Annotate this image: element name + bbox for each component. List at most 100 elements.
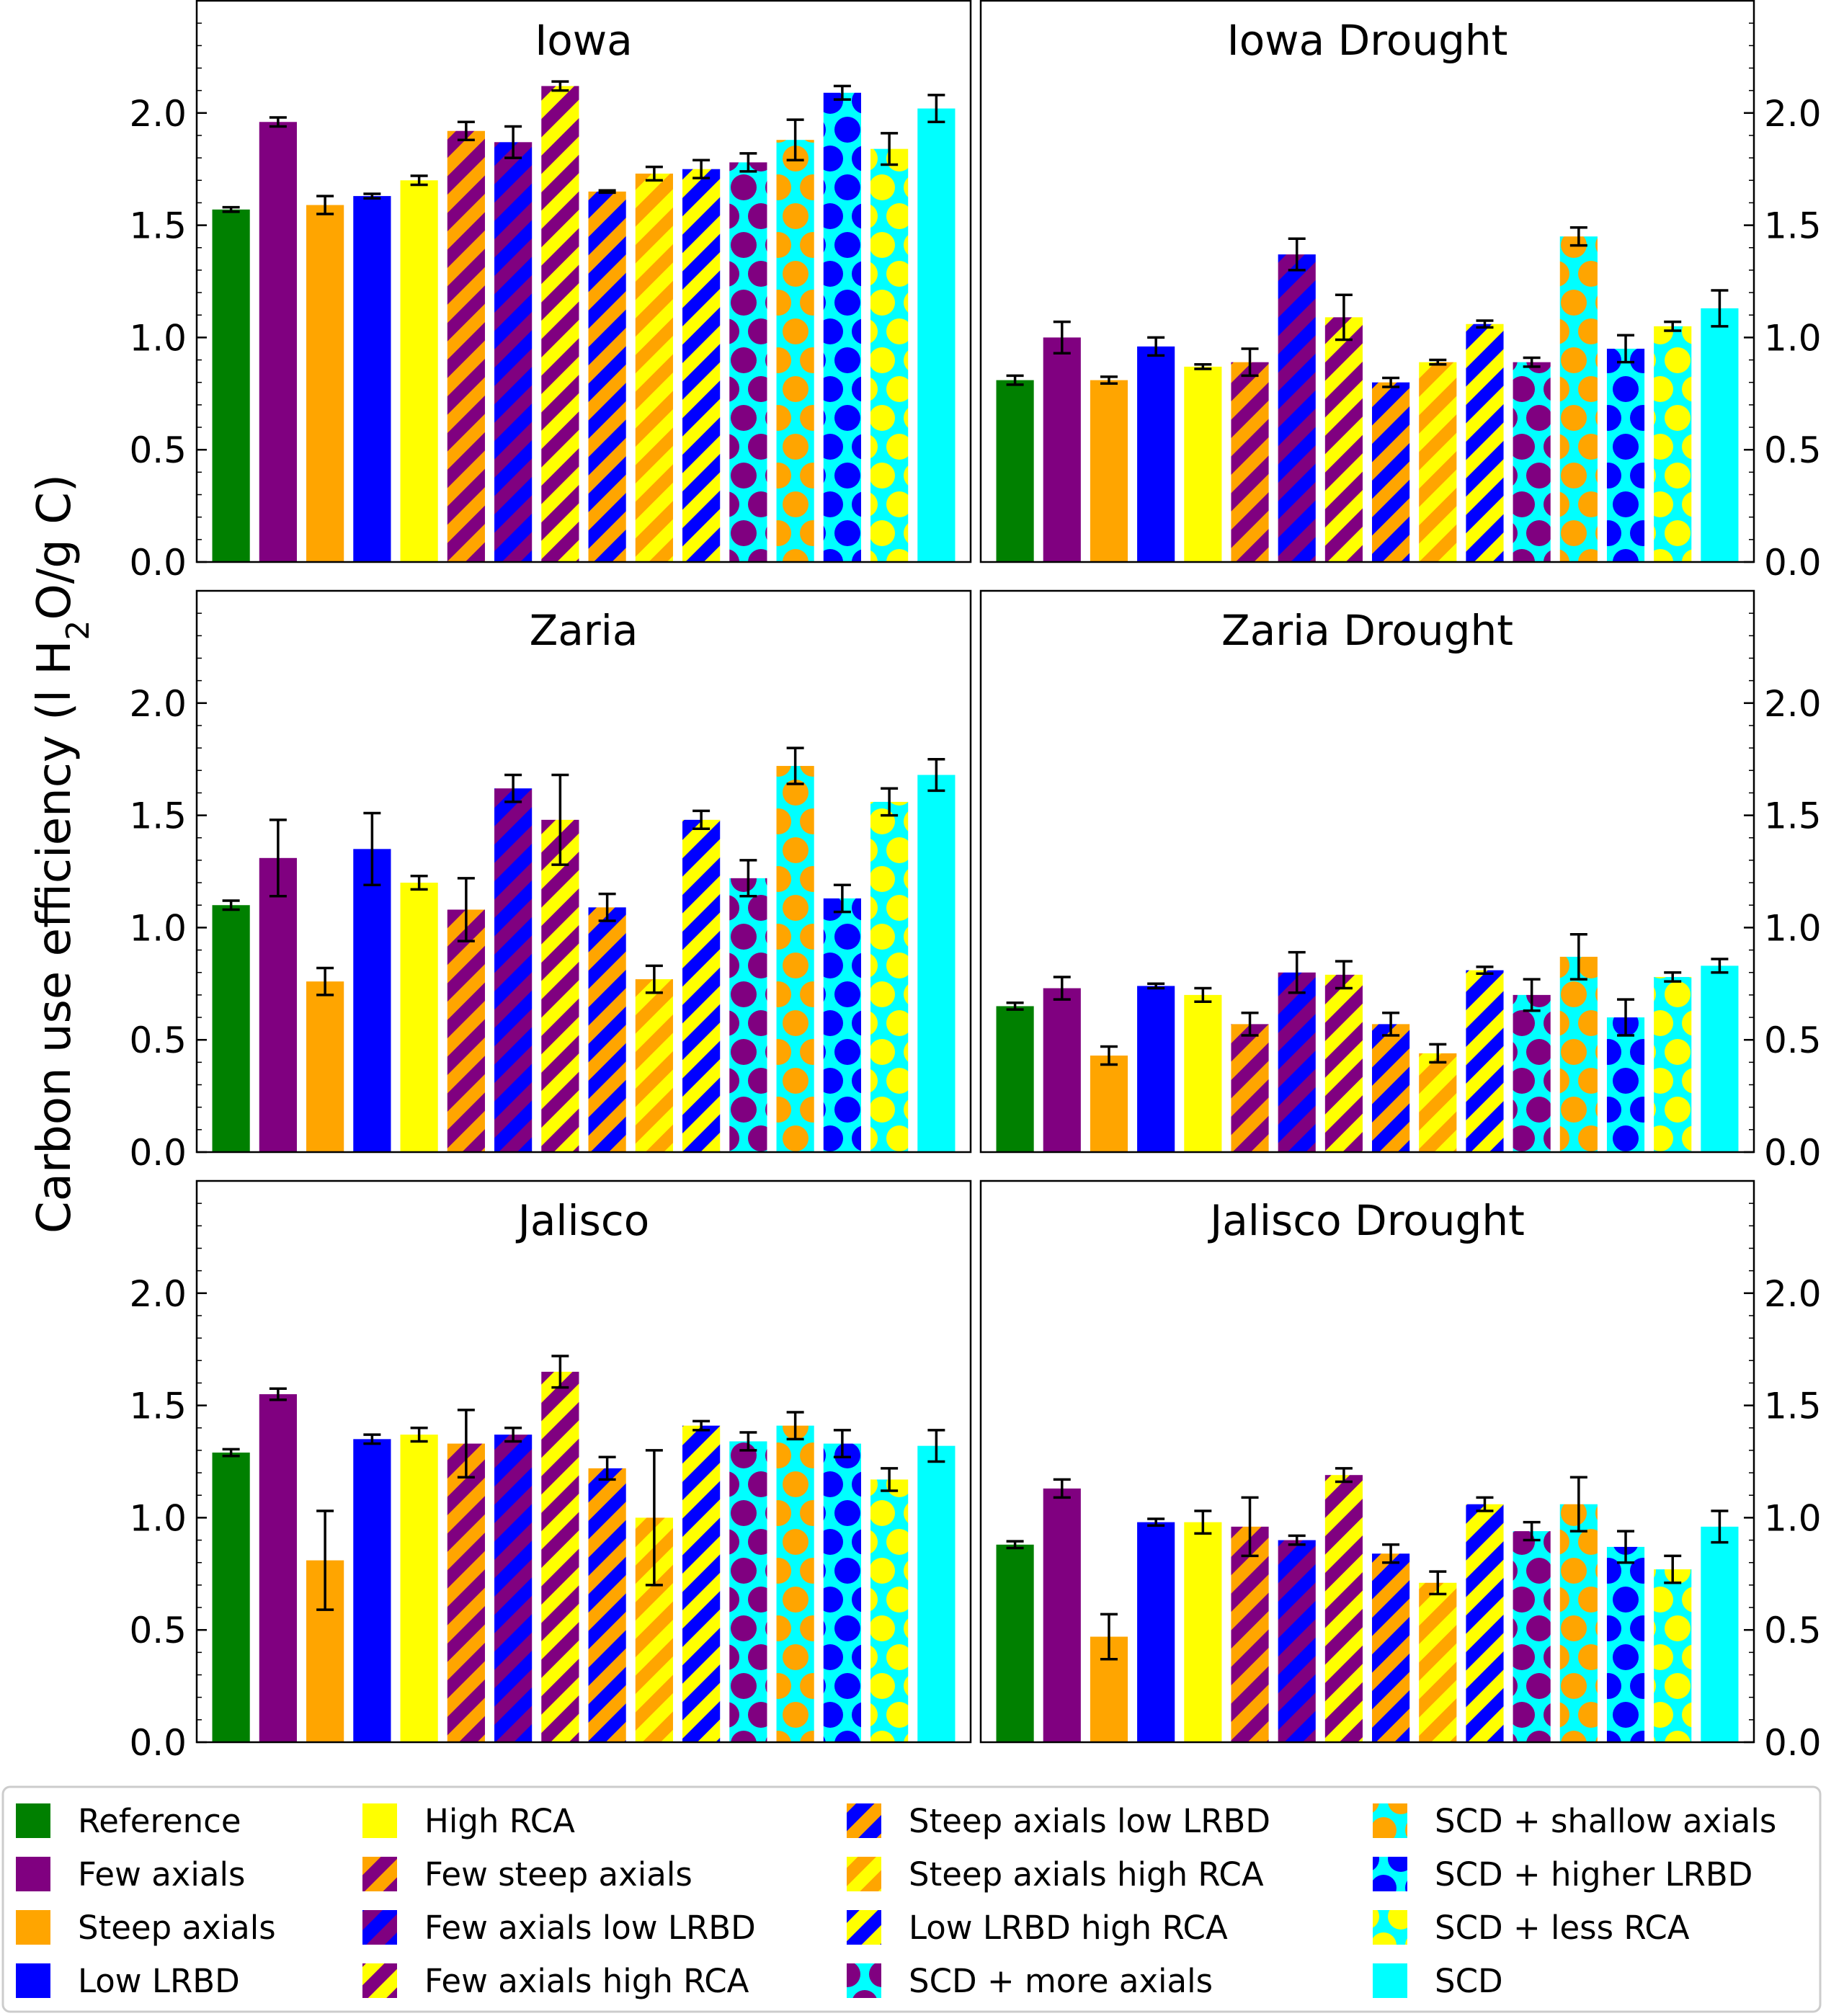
bar-steep-axials-low-lrbd [1372,1024,1410,1152]
bar-few-axials-low-lrbd [494,788,533,1152]
error-bar [1335,1467,1353,1484]
error-bar [269,1387,287,1401]
legend-swatch [16,1803,50,1838]
bar-steep-axials [306,981,344,1152]
bar-few-steep-axials [1231,1024,1269,1152]
y-tick-label: 1.5 [129,205,187,247]
legend-swatch [362,1857,397,1891]
legend-label: SCD + less RCA [1435,1909,1690,1947]
y-tick-label: 0.0 [1764,1132,1822,1174]
legend-item-few-steep-axials: Few steep axials [362,1855,692,1894]
bar-few-steep-axials [447,1443,485,1742]
error-bar [1241,1496,1259,1558]
legend-swatch [1373,1857,1407,1891]
panel-frame [195,1179,972,1744]
legend-swatch [16,1857,50,1891]
error-bar [598,189,616,195]
bar-low-lrbd [353,849,391,1152]
error-bar [1288,950,1306,994]
bar-scd-less-rca [870,1479,909,1742]
legend-label: SCD + more axials [909,1962,1213,2000]
y-tick-label: 1.0 [129,1497,187,1539]
legend-item-scd-higher-lrbd: SCD + higher LRBD [1373,1855,1752,1894]
error-bar [1711,958,1729,974]
error-bar [551,1355,569,1389]
bar-few-axials-high-rca [1324,974,1363,1152]
error-bar [786,746,804,785]
bar-low-lrbd [353,1439,391,1742]
y-tick-label: 0.5 [1764,1610,1822,1651]
bar-scd-shallow-axials [1559,236,1598,562]
panel-zaria: 0.0 0.5 1.0 1.5 2.0 Zaria [129,589,972,1174]
bar-scd-shallow-axials [1559,956,1598,1152]
bar-scd-shallow-axials [776,1425,814,1742]
error-bar [927,1429,945,1463]
error-bar [1147,982,1165,990]
bar-scd-higher-lrbd [1606,1546,1645,1742]
y-tick-label: 0.0 [1764,1722,1822,1764]
legend-label: SCD + higher LRBD [1435,1855,1752,1894]
bar-few-steep-axials [447,909,485,1152]
y-tick-label: 1.5 [129,1386,187,1427]
legend-label: Few axials low LRBD [424,1909,756,1947]
bar-high-rca [1184,366,1222,562]
error-bar [504,125,522,159]
error-bar [457,877,475,942]
error-bar [692,1419,711,1432]
y-tick-label: 1.5 [1764,205,1822,247]
panel-title: Zaria [530,606,638,655]
y-tick-label: 2.0 [129,683,187,725]
bar-steep-axials-low-lrbd [588,1468,626,1742]
bar-few-axials-low-lrbd [494,142,533,563]
legend-label: Steep axials [78,1909,276,1947]
legend-label: Few axials high RCA [424,1962,749,2000]
error-bar [316,195,334,215]
legend-swatch [362,1803,397,1838]
panel-title: Jalisco [516,1196,649,1245]
bar-few-axials-high-rca [541,1371,579,1742]
legend-item-reference: Reference [16,1802,241,1840]
bar-few-axials-high-rca [1324,317,1363,562]
bar-scd-higher-lrbd [823,1443,861,1742]
error-bar [551,773,569,866]
bar-reference [996,1544,1034,1742]
bar-steep-axials [306,205,344,562]
error-bar [1053,1478,1071,1499]
error-bar [1617,334,1635,364]
legend-item-steep-axials-high-rca: Steep axials high RCA [847,1855,1264,1894]
error-bar [1664,971,1682,983]
bar-steep-axials-low-lrbd [1372,1553,1410,1742]
error-bar [739,1431,757,1452]
legend-swatch [847,1857,881,1891]
bar-scd-more-axials [1513,1531,1551,1742]
error-bar [222,899,240,911]
legend-swatch [362,1910,397,1945]
legend-swatch [1373,1910,1407,1945]
error-bar [645,1449,663,1587]
error-bar [1617,998,1635,1037]
bar-few-steep-axials [1231,362,1269,562]
error-bar [1569,1476,1587,1533]
error-bar [457,120,475,141]
legend-swatch [847,1910,881,1945]
legend-item-scd-shallow-axials: SCD + shallow axials [1373,1802,1776,1840]
error-bar [1288,1534,1306,1546]
bar-low-lrbd [1137,346,1175,562]
y-tick-label: 1.5 [1764,1386,1822,1427]
bar-steep-axials [1090,1056,1128,1152]
legend-swatch [847,1963,881,1998]
legend-label: Low LRBD [78,1962,240,2000]
error-bar [1569,226,1587,247]
legend-label: Low LRBD high RCA [909,1909,1228,1947]
error-bar [1194,1509,1212,1535]
bar-few-axials-high-rca [541,819,579,1152]
error-bar [1429,358,1447,366]
error-bar [645,964,663,994]
legend-swatch [847,1803,881,1838]
y-tick-label: 0.0 [1764,542,1822,584]
error-bar [739,859,757,898]
legend-swatch [16,1910,50,1945]
error-bar [881,787,899,817]
error-bar [1194,363,1212,370]
error-bar [1569,932,1587,981]
